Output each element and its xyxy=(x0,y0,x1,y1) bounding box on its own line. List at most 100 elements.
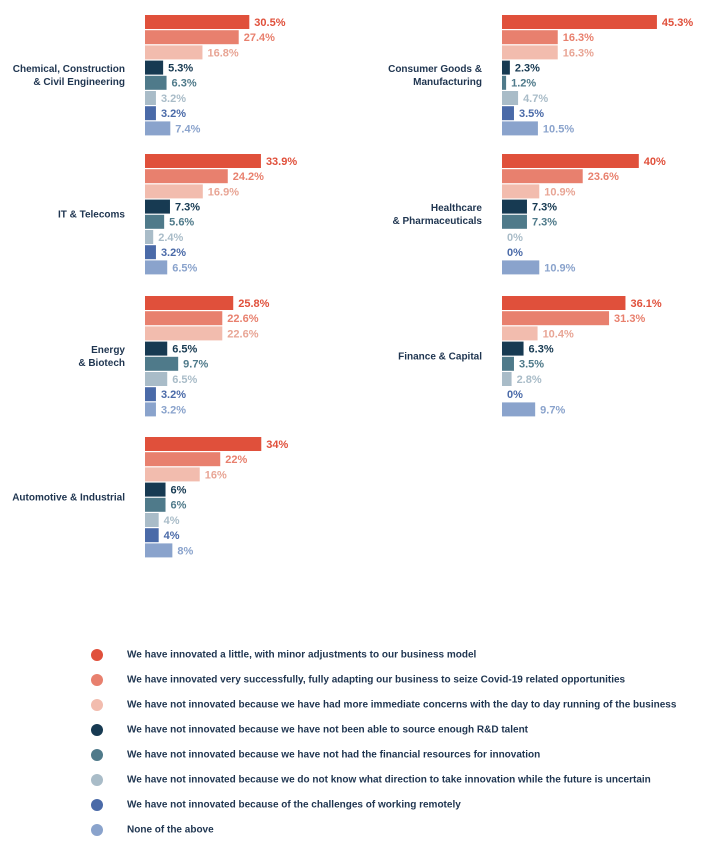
value-label: 3.5% xyxy=(519,359,544,371)
value-label: 4% xyxy=(164,530,180,542)
legend-label: We have not innovated because we do not … xyxy=(127,775,651,786)
bar xyxy=(502,296,626,310)
bar xyxy=(145,326,223,341)
value-label: 8% xyxy=(177,545,193,557)
category-label: Healthcare & Pharmaceuticals xyxy=(392,202,483,227)
value-label: 3.2% xyxy=(161,404,186,416)
value-label: 2.4% xyxy=(158,232,183,244)
bar xyxy=(145,356,179,371)
value-label: 24.2% xyxy=(233,171,264,183)
bar xyxy=(145,528,159,543)
value-label: 10.9% xyxy=(544,262,575,274)
bar xyxy=(145,91,156,105)
bar xyxy=(502,121,538,136)
bar xyxy=(502,75,507,90)
value-label: 22.6% xyxy=(227,313,258,325)
category-label: Consumer Goods & Manufacturing xyxy=(388,63,482,88)
value-label: 25.8% xyxy=(238,298,269,310)
value-label: 6.5% xyxy=(172,344,197,356)
legend-marker xyxy=(91,649,103,661)
category-label: IT & Telecoms xyxy=(57,209,125,221)
value-label: 16% xyxy=(205,469,227,481)
bar xyxy=(145,260,168,275)
bar xyxy=(145,214,165,229)
legend-marker xyxy=(91,724,103,736)
bar xyxy=(502,341,524,356)
bar xyxy=(502,154,639,168)
value-label: 36.1% xyxy=(630,298,661,310)
bar xyxy=(145,75,167,90)
bar xyxy=(502,15,657,29)
bar xyxy=(502,91,519,105)
bar xyxy=(502,184,540,199)
legend-label: None of the above xyxy=(127,825,214,836)
category-label: Chemical, Construction & Civil Engineeri… xyxy=(12,63,125,88)
value-label: 16.8% xyxy=(207,47,238,59)
bar xyxy=(145,387,156,402)
value-label: 2.3% xyxy=(515,63,540,75)
value-label: 22.6% xyxy=(227,328,258,340)
bar xyxy=(145,199,170,214)
bar xyxy=(502,199,527,214)
value-label: 4% xyxy=(164,515,180,527)
bar xyxy=(145,106,156,121)
bar xyxy=(145,372,168,386)
bar xyxy=(145,452,221,467)
bar xyxy=(145,296,234,310)
bar xyxy=(502,402,536,417)
value-label: 5.3% xyxy=(168,63,193,75)
value-label: 10.9% xyxy=(544,186,575,198)
bar xyxy=(502,356,514,371)
value-label: 6% xyxy=(171,485,187,497)
bar xyxy=(145,543,173,558)
value-label: 3.5% xyxy=(519,108,544,120)
bar xyxy=(145,121,171,136)
bar xyxy=(145,467,200,482)
value-label: 6.5% xyxy=(172,262,197,274)
legend-label: We have not innovated because of the cha… xyxy=(127,800,461,811)
bar xyxy=(145,482,166,497)
category-label: Finance & Capital xyxy=(398,351,482,363)
legend-label: We have not innovated because we have no… xyxy=(127,725,529,736)
bar xyxy=(145,341,168,356)
legend-marker xyxy=(91,749,103,761)
value-label: 3.2% xyxy=(161,108,186,120)
bar xyxy=(502,169,583,184)
value-label: 23.6% xyxy=(588,171,619,183)
value-label: 16.9% xyxy=(208,186,239,198)
legend-marker xyxy=(91,674,103,686)
bar xyxy=(145,245,156,260)
bar xyxy=(145,513,159,527)
value-label: 34% xyxy=(266,439,288,451)
value-label: 3.2% xyxy=(161,389,186,401)
bar xyxy=(145,45,203,60)
bar xyxy=(145,497,166,512)
value-label: 3.2% xyxy=(161,93,186,105)
value-label: 7.3% xyxy=(532,202,557,214)
bar xyxy=(145,60,164,75)
value-label: 30.5% xyxy=(254,17,285,29)
value-label: 10.5% xyxy=(543,123,574,135)
value-label: 7.4% xyxy=(175,123,200,135)
legend-label: We have innovated a little, with minor a… xyxy=(127,650,477,661)
value-label: 6% xyxy=(171,500,187,512)
legend-marker xyxy=(91,699,103,711)
value-label: 7.3% xyxy=(175,202,200,214)
value-label: 22% xyxy=(225,454,247,466)
value-label: 31.3% xyxy=(614,313,645,325)
value-label: 33.9% xyxy=(266,156,297,168)
bar xyxy=(502,60,510,75)
bar xyxy=(145,311,223,326)
legend-label: We have not innovated because we have no… xyxy=(127,750,540,761)
legend-marker xyxy=(91,824,103,836)
value-label: 45.3% xyxy=(662,17,693,29)
bar xyxy=(145,15,250,29)
bar xyxy=(145,184,203,199)
value-label: 2.8% xyxy=(517,374,542,386)
value-label: 6.3% xyxy=(172,78,197,90)
value-label: 16.3% xyxy=(563,32,594,44)
value-label: 16.3% xyxy=(563,47,594,59)
value-label: 27.4% xyxy=(244,32,275,44)
